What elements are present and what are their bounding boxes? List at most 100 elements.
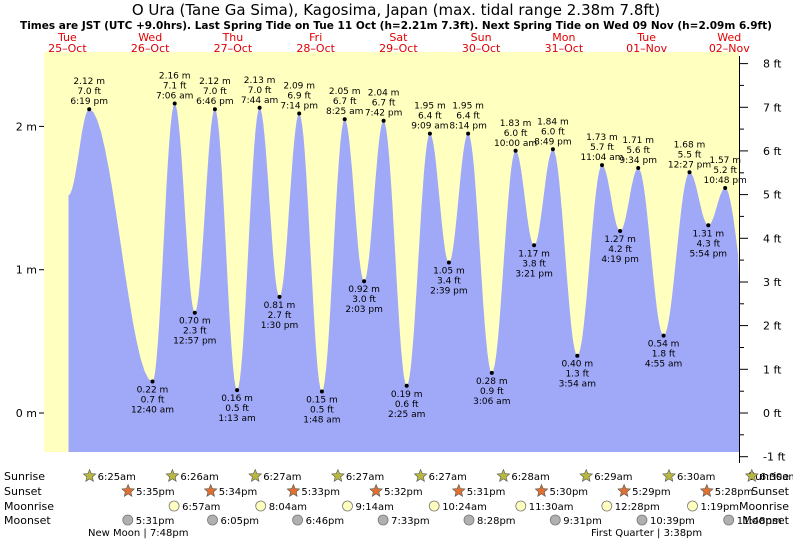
tide-label-m: 2.12 m [199, 77, 231, 87]
moonrise-moon-icon [428, 500, 440, 512]
row-label-right: Moonrise [739, 500, 789, 513]
right-axis-label: 0 ft [763, 407, 782, 420]
moonrise-time: 11:30am [529, 502, 574, 513]
moon-phase-time: 7:48pm [150, 528, 189, 539]
tide-point [257, 105, 262, 110]
tide-label-ft: 5.7 ft [590, 143, 614, 153]
sunset-time: 5:31pm [467, 487, 506, 498]
tide-label-ft: 4.3 ft [696, 239, 720, 249]
tide-label-time: 12:27 pm [668, 160, 711, 170]
tide-label-time: 8:49 pm [534, 137, 572, 147]
moonset-moon-icon [636, 514, 648, 526]
moon-phase: First Quarter | 3:38pm [591, 528, 702, 539]
sunrise-time: 6:26am [180, 472, 218, 483]
sunrise-time: 6:29am [594, 472, 632, 483]
tide-label-ft: 3.8 ft [522, 259, 546, 269]
tide-label-time: 7:06 am [156, 92, 193, 102]
tide-label-time: 4:19 pm [601, 255, 639, 265]
tide-label-time: 12:40 am [131, 406, 174, 416]
tide-label-time: 4:55 am [645, 360, 682, 370]
tide-label-time: 7:44 am [241, 96, 278, 106]
moon-phase: New Moon | 7:48pm [88, 528, 188, 539]
tide-label-time: 2:03 pm [345, 305, 383, 315]
moonset-moon-icon [207, 514, 218, 526]
tide-point [172, 101, 177, 106]
tide-label-m: 0.22 m [137, 386, 169, 396]
tide-label-ft: 7.1 ft [163, 82, 187, 92]
right-axis-label: 2 ft [763, 320, 782, 333]
tide-point [575, 353, 580, 358]
tide-label-ft: 0.6 ft [395, 400, 419, 410]
tide-point [342, 117, 347, 122]
tide-label-m: 2.09 m [283, 82, 315, 92]
left-axis-label: 2 m [16, 120, 37, 133]
sunrise-sun-icon [330, 468, 345, 482]
row-label-left: Moonrise [4, 500, 54, 513]
moonrise-time: 8:04am [269, 502, 307, 513]
tide-label-time: 1:30 pm [261, 321, 299, 331]
day-of-week: Thu [222, 31, 244, 44]
sunset-time: 5:32pm [384, 487, 423, 498]
tide-extremes: 6:19 pm7.0 ft2.12 m12:40 am0.7 ft0.22 m7… [70, 72, 746, 426]
day-date: 28–Oct [296, 42, 335, 55]
tide-label-time: 12:57 pm [173, 337, 216, 347]
tide-label-ft: 5.5 ft [678, 150, 702, 160]
day-of-week: Fri [309, 31, 322, 44]
tide-label-m: 0.19 m [391, 390, 423, 400]
tide-label-m: 1.73 m [586, 133, 618, 143]
tide-label-time: 2:39 pm [430, 287, 468, 297]
moonset-moon-icon [463, 514, 475, 526]
moonset-time: 6:05pm [221, 516, 260, 527]
sunrise-sun-icon [248, 468, 263, 482]
tide-label-time: 11:04 am [580, 153, 623, 163]
tide-label-m: 0.40 m [561, 360, 593, 370]
right-axis-label: 7 ft [763, 101, 782, 114]
tide-label-time: 3:21 pm [515, 269, 553, 279]
sunrise-sun-icon [744, 468, 759, 482]
day-of-week: Mon [552, 31, 575, 44]
right-axis-label: -1 ft [763, 451, 786, 464]
tide-label-m: 0.92 m [348, 285, 380, 295]
tide-label-time: 6:46 pm [196, 97, 234, 107]
tide-label-time: 8:14 pm [449, 122, 487, 132]
tide-label-ft: 6.9 ft [287, 92, 311, 102]
sunrise-sun-icon [165, 468, 180, 482]
tide-label-ft: 0.7 ft [141, 396, 165, 406]
day-date: 02–Nov [709, 42, 750, 55]
tide-label-ft: 4.2 ft [608, 245, 632, 255]
tide-label-m: 1.84 m [537, 117, 569, 127]
tide-label-ft: 5.6 ft [626, 146, 650, 156]
tide-point [427, 131, 432, 136]
moonrise-time: 9:14am [356, 502, 394, 513]
day-of-week: Sat [389, 31, 408, 44]
moon-phase-separator: | [654, 528, 664, 539]
moon-phase-name: New Moon [88, 528, 140, 539]
tide-label-time: 5:54 pm [690, 249, 728, 259]
sunrise-time: 6:28am [511, 472, 549, 483]
tide-label-ft: 6.4 ft [456, 112, 480, 122]
tide-label-time: 7:14 pm [280, 102, 318, 112]
sunset-sun-icon [534, 483, 549, 497]
tide-point [706, 223, 711, 228]
tide-point [618, 229, 623, 233]
tide-label-time: 8:25 am [326, 107, 363, 117]
tide-point [297, 111, 302, 116]
tide-label-ft: 3.4 ft [437, 277, 461, 287]
right-axis-label: 8 ft [763, 58, 782, 71]
right-axis-label: 5 ft [763, 189, 782, 202]
tide-label-time: 2:25 am [388, 410, 425, 420]
sunset-sun-icon [451, 483, 466, 497]
tide-label-ft: 6.0 ft [541, 127, 565, 137]
tide-curve-layer [68, 103, 739, 452]
tide-label-time: 9:34 pm [619, 156, 657, 166]
sunset-time: 5:34pm [219, 487, 258, 498]
axes: 0 m 1 m 2 m -1 ft 0 ft 1 ft 2 ft 3 ft 4 ft 5 ft 6 … [16, 56, 786, 464]
day-date: 01–Nov [626, 42, 667, 55]
tide-point [381, 118, 386, 123]
tide-label-m: 2.13 m [244, 76, 276, 86]
moonset-time: 7:33pm [391, 516, 430, 527]
sunset-sun-icon [203, 483, 218, 497]
tide-label-ft: 0.5 ft [225, 404, 249, 414]
sunrise-time: 6:27am [263, 472, 301, 483]
